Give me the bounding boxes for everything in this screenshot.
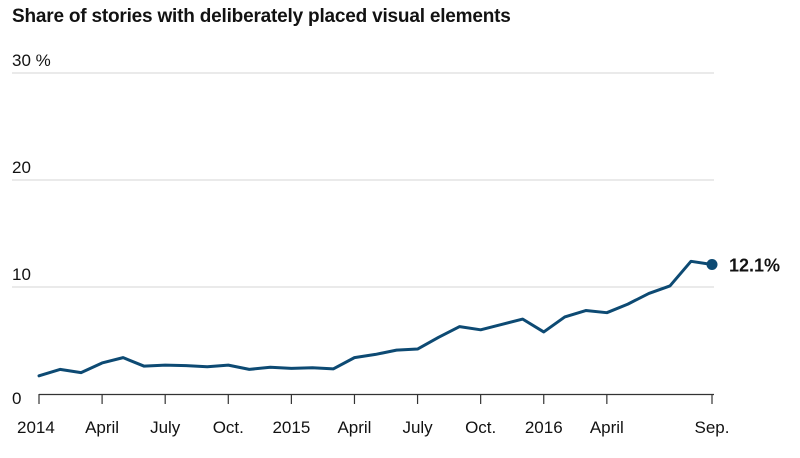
y-tick-label: 20: [12, 158, 31, 177]
x-tick-label: April: [85, 418, 119, 437]
x-tick-label: 2015: [272, 418, 310, 437]
y-tick-label: 0: [12, 389, 21, 408]
x-tick-label: Oct.: [213, 418, 244, 437]
end-point-marker: [706, 259, 718, 271]
x-tick-label: July: [402, 418, 433, 437]
x-axis: 2014 April July Oct. 2015 April July Oct. 2016 Ap…: [17, 393, 730, 437]
y-tick-label: 30 %: [12, 51, 51, 70]
x-tick-label: 2016: [525, 418, 563, 437]
series-group: 12.1%: [37, 256, 780, 378]
end-value-label: 12.1%: [729, 256, 780, 276]
x-tick-label: Oct.: [465, 418, 496, 437]
gridlines: [12, 72, 714, 288]
series-line: [37, 259, 714, 378]
x-tick-label: July: [150, 418, 181, 437]
y-axis: 0 10 20 30 %: [12, 51, 51, 408]
y-tick-label: 10: [12, 265, 31, 284]
x-tick-label: Sep.: [695, 418, 730, 437]
x-tick-label: April: [337, 418, 371, 437]
x-tick-label: April: [590, 418, 624, 437]
chart-title: Share of stories with deliberately place…: [12, 6, 511, 27]
x-tick-label: 2014: [17, 418, 55, 437]
